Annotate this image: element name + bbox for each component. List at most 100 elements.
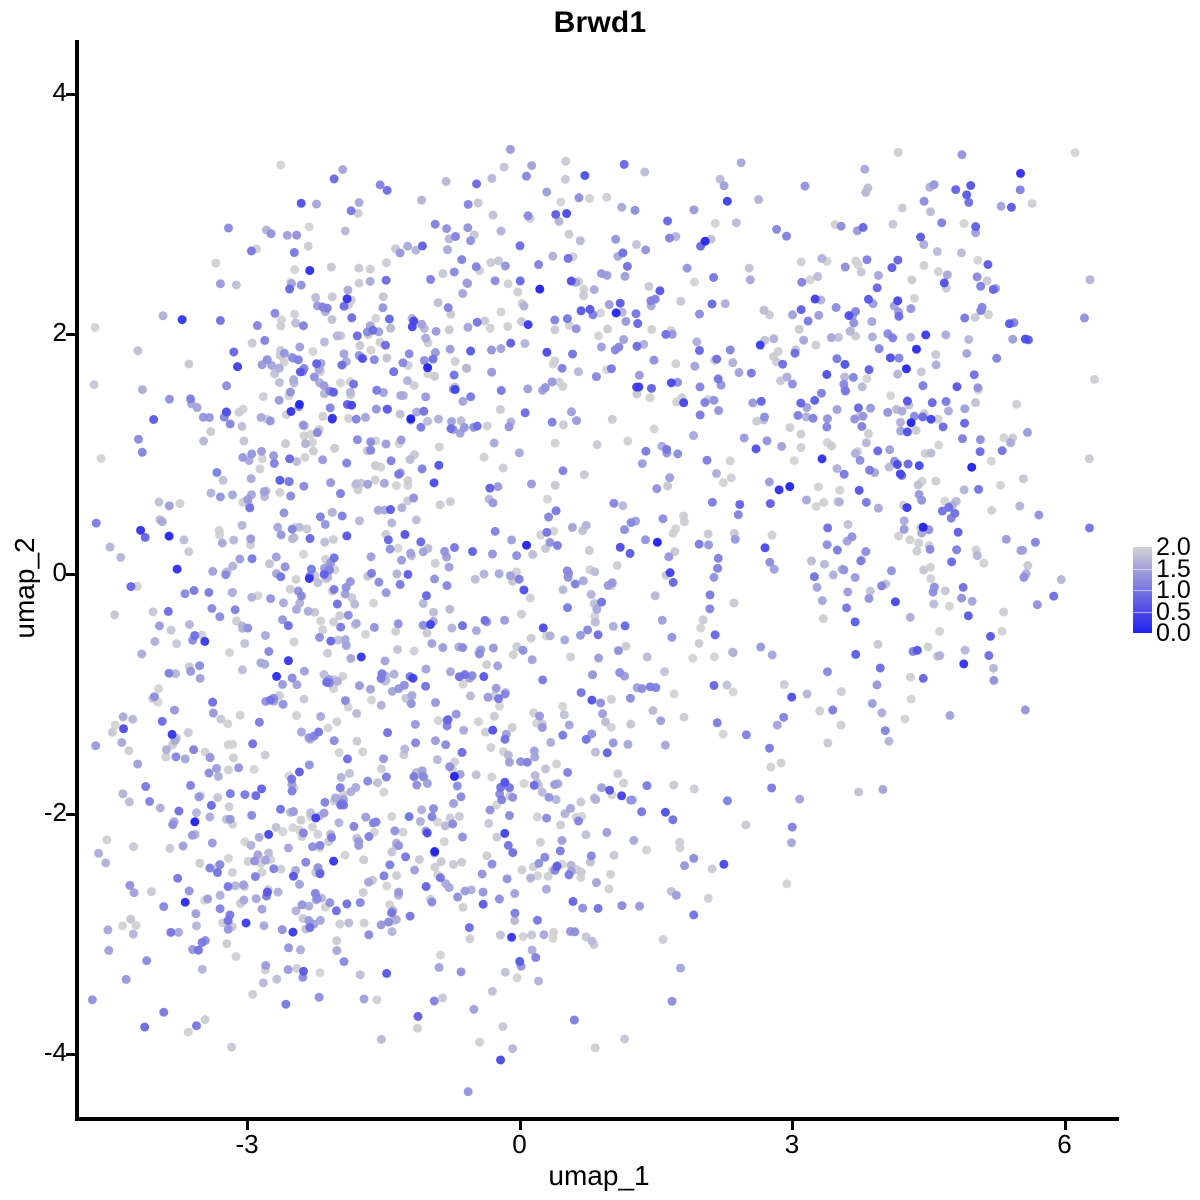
scatter-point xyxy=(449,798,459,808)
scatter-point xyxy=(587,695,597,705)
scatter-point xyxy=(655,286,665,296)
scatter-point xyxy=(622,261,632,271)
scatter-point xyxy=(142,956,152,966)
scatter-point xyxy=(184,547,194,557)
scatter-point xyxy=(384,917,394,927)
scatter-point xyxy=(673,449,683,459)
scatter-point xyxy=(246,246,256,256)
scatter-point xyxy=(247,592,257,602)
scatter-point xyxy=(180,897,190,907)
scatter-point xyxy=(558,466,568,476)
scatter-point xyxy=(179,535,189,545)
scatter-point xyxy=(329,584,339,594)
scatter-point xyxy=(532,812,542,822)
scatter-point xyxy=(579,470,589,480)
scatter-point xyxy=(756,642,766,652)
scatter-point xyxy=(427,897,437,907)
scatter-point xyxy=(586,590,596,600)
x-axis-line xyxy=(75,1117,1119,1121)
scatter-point xyxy=(379,478,389,488)
scatter-point xyxy=(264,848,274,858)
scatter-point xyxy=(412,1023,422,1033)
scatter-point xyxy=(384,314,394,324)
scatter-point xyxy=(251,791,261,801)
scatter-point xyxy=(976,281,986,291)
scatter-point xyxy=(419,355,429,365)
scatter-point xyxy=(363,776,373,786)
scatter-point xyxy=(354,516,364,526)
scatter-point xyxy=(555,846,565,856)
scatter-point xyxy=(396,435,406,445)
scatter-point xyxy=(575,630,585,640)
scatter-point xyxy=(682,263,692,273)
scatter-point xyxy=(287,786,297,796)
scatter-point xyxy=(406,548,416,558)
scatter-point xyxy=(603,324,613,334)
scatter-point xyxy=(818,614,828,624)
scatter-point xyxy=(463,278,473,288)
scatter-point xyxy=(265,559,274,569)
x-tick-mark xyxy=(1063,1121,1067,1130)
scatter-point xyxy=(652,484,662,494)
scatter-point xyxy=(714,406,724,416)
scatter-point xyxy=(574,816,584,826)
scatter-point xyxy=(190,630,200,640)
scatter-point xyxy=(552,862,562,872)
scatter-point xyxy=(298,420,308,430)
scatter-point xyxy=(217,538,227,548)
scatter-point xyxy=(489,711,499,721)
scatter-point xyxy=(625,693,635,703)
scatter-point xyxy=(276,572,286,582)
scatter-point xyxy=(376,1034,386,1044)
scatter-point xyxy=(169,705,179,715)
scatter-point xyxy=(707,497,717,507)
scatter-point xyxy=(342,458,352,468)
scatter-point xyxy=(534,260,544,270)
scatter-point xyxy=(586,851,596,861)
scatter-point xyxy=(666,378,676,388)
scatter-point xyxy=(548,251,558,261)
scatter-point xyxy=(558,701,568,711)
scatter-point xyxy=(409,380,419,390)
scatter-point xyxy=(103,925,113,935)
scatter-point xyxy=(918,381,928,391)
scatter-point xyxy=(488,725,498,735)
scatter-point xyxy=(849,318,859,328)
scatter-point xyxy=(239,436,249,446)
scatter-point xyxy=(602,192,612,202)
scatter-point xyxy=(269,451,279,461)
scatter-point xyxy=(902,427,912,437)
scatter-point xyxy=(864,593,874,603)
scatter-point xyxy=(953,527,963,537)
scatter-point xyxy=(451,709,461,719)
scatter-point xyxy=(308,446,318,456)
scatter-point xyxy=(790,348,800,358)
scatter-point xyxy=(495,404,505,414)
scatter-point xyxy=(500,734,510,744)
scatter-point xyxy=(649,424,659,434)
scatter-point xyxy=(429,996,439,1006)
scatter-point xyxy=(970,312,980,322)
scatter-point xyxy=(410,865,420,875)
scatter-point xyxy=(235,554,245,564)
scatter-point xyxy=(664,233,674,243)
scatter-point xyxy=(560,635,570,645)
scatter-point xyxy=(560,174,570,184)
scatter-point xyxy=(318,625,328,635)
scatter-point xyxy=(339,349,349,359)
scatter-point xyxy=(235,710,245,720)
scatter-point xyxy=(637,807,647,817)
scatter-point xyxy=(407,691,417,700)
scatter-point xyxy=(894,531,904,541)
scatter-point xyxy=(228,753,238,763)
scatter-point xyxy=(452,781,462,791)
scatter-point xyxy=(272,974,282,984)
scatter-point xyxy=(840,262,850,272)
scatter-point xyxy=(709,395,719,405)
scatter-point xyxy=(507,722,517,732)
scatter-point xyxy=(345,768,355,778)
scatter-point xyxy=(359,855,369,865)
scatter-point xyxy=(906,304,916,314)
scatter-point xyxy=(221,570,231,580)
scatter-point xyxy=(192,403,202,413)
